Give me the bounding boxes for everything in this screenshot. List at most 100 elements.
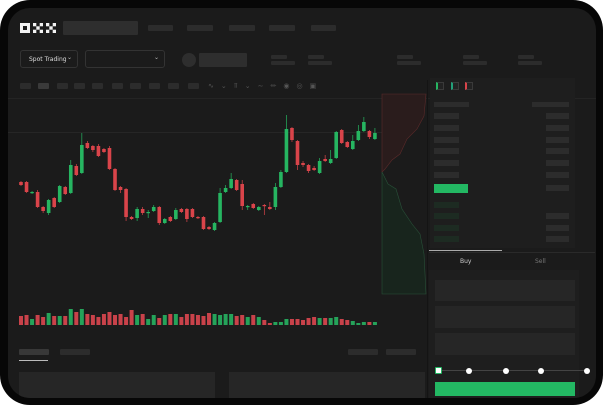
bid-price[interactable]: [434, 202, 459, 208]
ask-price[interactable]: [434, 148, 459, 154]
chevron-down-icon[interactable]: ⌄: [220, 82, 227, 90]
candle[interactable]: [162, 218, 167, 224]
timeframe-button[interactable]: [168, 83, 179, 89]
indicator-icon[interactable]: ∿: [208, 82, 214, 90]
candle[interactable]: [174, 208, 178, 220]
amount-slider-handle[interactable]: [435, 367, 442, 374]
candle[interactable]: [157, 206, 162, 225]
candle[interactable]: [135, 207, 139, 221]
timeframe-button[interactable]: [112, 83, 123, 89]
chevron-down-icon[interactable]: ⌄: [244, 82, 251, 90]
candle[interactable]: [46, 199, 51, 215]
line-icon[interactable]: ∼: [257, 82, 264, 90]
ask-price[interactable]: [434, 137, 459, 143]
candle[interactable]: [140, 207, 145, 215]
header-search-placeholder[interactable]: [63, 21, 138, 35]
ruler-icon[interactable]: ✏: [270, 82, 277, 90]
candle[interactable]: [185, 208, 189, 222]
candle[interactable]: [179, 208, 184, 213]
candle[interactable]: [251, 203, 256, 209]
nav-item[interactable]: [269, 25, 295, 31]
slider-mark-100[interactable]: [584, 368, 590, 374]
timeframe-button[interactable]: [20, 83, 31, 89]
ask-price[interactable]: [434, 172, 459, 178]
candle[interactable]: [334, 131, 339, 159]
ask-amount[interactable]: [546, 137, 569, 143]
timeframe-button[interactable]: [38, 83, 49, 89]
settings-icon[interactable]: ◎: [296, 82, 303, 90]
amount-input[interactable]: [435, 306, 575, 328]
candle[interactable]: [196, 216, 200, 219]
candle[interactable]: [245, 205, 250, 210]
candle[interactable]: [107, 146, 112, 170]
candle[interactable]: [362, 117, 366, 132]
candle[interactable]: [317, 158, 322, 174]
ask-price[interactable]: [434, 160, 459, 166]
slider-mark-25[interactable]: [466, 368, 472, 374]
candle[interactable]: [85, 141, 90, 149]
candle[interactable]: [30, 191, 34, 194]
candle[interactable]: [52, 197, 56, 208]
candle[interactable]: [124, 188, 128, 221]
candle[interactable]: [312, 166, 316, 171]
timeframe-button[interactable]: [149, 83, 160, 89]
amount-slider-track[interactable]: [439, 370, 589, 371]
candle[interactable]: [323, 155, 327, 162]
ask-amount[interactable]: [546, 172, 569, 178]
tab-open-orders[interactable]: [19, 349, 49, 355]
candle[interactable]: [345, 141, 350, 148]
candle[interactable]: [367, 130, 372, 139]
buy-tab[interactable]: Buy: [460, 258, 472, 265]
ask-amount[interactable]: [546, 113, 569, 119]
draw-icon[interactable]: ⫪: [233, 82, 238, 90]
candle[interactable]: [190, 208, 195, 218]
bottom-action[interactable]: [348, 349, 378, 355]
timeframe-button[interactable]: [74, 83, 85, 89]
sell-tab[interactable]: Sell: [535, 258, 546, 265]
orderbook-bids-icon[interactable]: [451, 82, 459, 90]
bid-price[interactable]: [434, 225, 459, 231]
candle[interactable]: [146, 210, 150, 218]
candle[interactable]: [63, 186, 68, 195]
candle[interactable]: [118, 186, 123, 193]
nav-item[interactable]: [187, 25, 213, 31]
ask-amount[interactable]: [546, 125, 569, 131]
candle[interactable]: [102, 148, 106, 153]
orderbook-last-price[interactable]: [434, 184, 468, 193]
bid-amount[interactable]: [546, 213, 569, 219]
candle[interactable]: [218, 188, 222, 223]
tab-order-history[interactable]: [60, 349, 90, 355]
candle[interactable]: [273, 183, 278, 210]
candle[interactable]: [279, 170, 283, 188]
candle[interactable]: [306, 164, 311, 173]
candle[interactable]: [74, 164, 79, 176]
candle[interactable]: [295, 140, 300, 170]
candle[interactable]: [301, 161, 305, 167]
timeframe-button[interactable]: [130, 83, 141, 89]
candle[interactable]: [57, 185, 62, 203]
candle[interactable]: [212, 222, 217, 231]
candle[interactable]: [284, 115, 289, 173]
candle[interactable]: [207, 226, 211, 230]
candle[interactable]: [96, 144, 101, 157]
candle[interactable]: [240, 180, 244, 210]
candle[interactable]: [373, 128, 377, 140]
fullscreen-icon[interactable]: ▣: [309, 82, 317, 90]
ask-price[interactable]: [434, 113, 459, 119]
candle[interactable]: [91, 145, 95, 152]
candle[interactable]: [356, 125, 361, 141]
nav-item[interactable]: [229, 25, 255, 31]
candle[interactable]: [229, 173, 233, 189]
orderbook-both-icon[interactable]: [436, 82, 444, 90]
okx-logo[interactable]: [20, 23, 58, 33]
candle[interactable]: [256, 206, 261, 211]
candle[interactable]: [24, 181, 29, 193]
amount[interactable]: [546, 185, 569, 191]
candle[interactable]: [68, 160, 73, 194]
candle[interactable]: [151, 205, 156, 212]
ask-amount[interactable]: [546, 148, 569, 154]
ask-price[interactable]: [434, 125, 459, 131]
timeframe-button[interactable]: [57, 83, 68, 89]
candle[interactable]: [129, 216, 134, 220]
candle[interactable]: [35, 190, 40, 208]
